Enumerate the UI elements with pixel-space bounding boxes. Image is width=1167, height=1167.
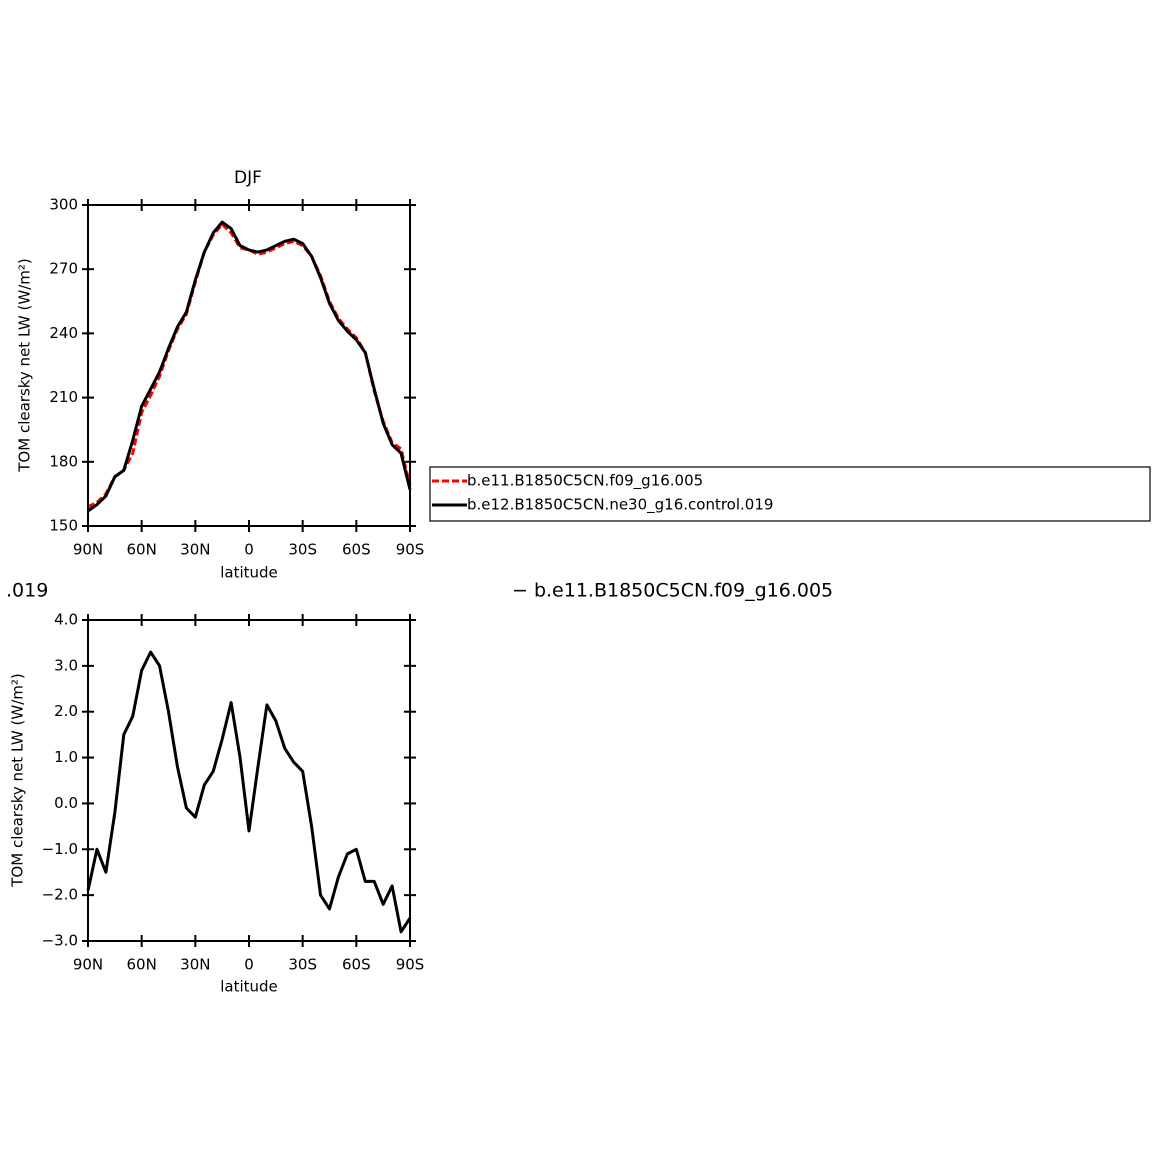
x-tick-label: 60S xyxy=(342,956,371,974)
x-tick-label: 30S xyxy=(288,956,317,974)
y-tick-label: 3.0 xyxy=(54,656,78,674)
chart-title: DJF xyxy=(234,168,262,188)
x-axis-label: latitude xyxy=(220,978,278,996)
x-tick-label: 0 xyxy=(244,541,254,559)
annotation: .019 xyxy=(6,580,48,602)
x-tick-label: 0 xyxy=(244,956,254,974)
y-tick-label: 210 xyxy=(49,388,78,406)
y-tick-label: −3.0 xyxy=(42,932,78,950)
data-line xyxy=(87,220,412,513)
data-line xyxy=(86,650,412,934)
x-tick-label: 60S xyxy=(342,541,371,559)
x-tick-label: 90S xyxy=(396,541,425,559)
x-axis-label: latitude xyxy=(220,564,278,582)
x-tick-label: 60N xyxy=(127,956,157,974)
x-tick-label: 90N xyxy=(73,956,103,974)
legend-label: b.e11.B1850C5CN.f09_g16.005 xyxy=(467,472,703,491)
x-tick-label: 30S xyxy=(288,541,317,559)
y-tick-label: 2.0 xyxy=(54,702,78,720)
legend-box xyxy=(429,466,1151,522)
y-axis-label: TOM clearsky net LW (W/m²) xyxy=(16,258,34,472)
x-tick-label: 90N xyxy=(73,541,103,559)
legend-label: b.e12.B1850C5CN.ne30_g16.control.019 xyxy=(467,496,773,515)
annotation: − b.e11.B1850C5CN.f09_g16.005 xyxy=(512,580,833,602)
y-tick-label: 0.0 xyxy=(54,794,78,812)
x-tick-label: 90S xyxy=(396,956,425,974)
plot-frame xyxy=(87,619,411,942)
y-tick-label: −1.0 xyxy=(42,840,78,858)
y-tick-label: 1.0 xyxy=(54,748,78,766)
x-tick-label: 60N xyxy=(127,541,157,559)
y-tick-label: 300 xyxy=(49,196,78,214)
y-tick-label: 4.0 xyxy=(54,611,78,629)
y-tick-label: 240 xyxy=(49,324,78,342)
y-tick-label: 180 xyxy=(49,452,78,470)
y-tick-label: −2.0 xyxy=(42,886,78,904)
x-tick-label: 30N xyxy=(180,956,210,974)
y-axis-label: TOM clearsky net LW (W/m²) xyxy=(9,673,27,887)
data-line xyxy=(87,222,412,509)
y-tick-label: 150 xyxy=(49,517,78,535)
plot-frame xyxy=(87,204,411,527)
y-tick-label: 270 xyxy=(49,260,78,278)
x-tick-label: 30N xyxy=(180,541,210,559)
